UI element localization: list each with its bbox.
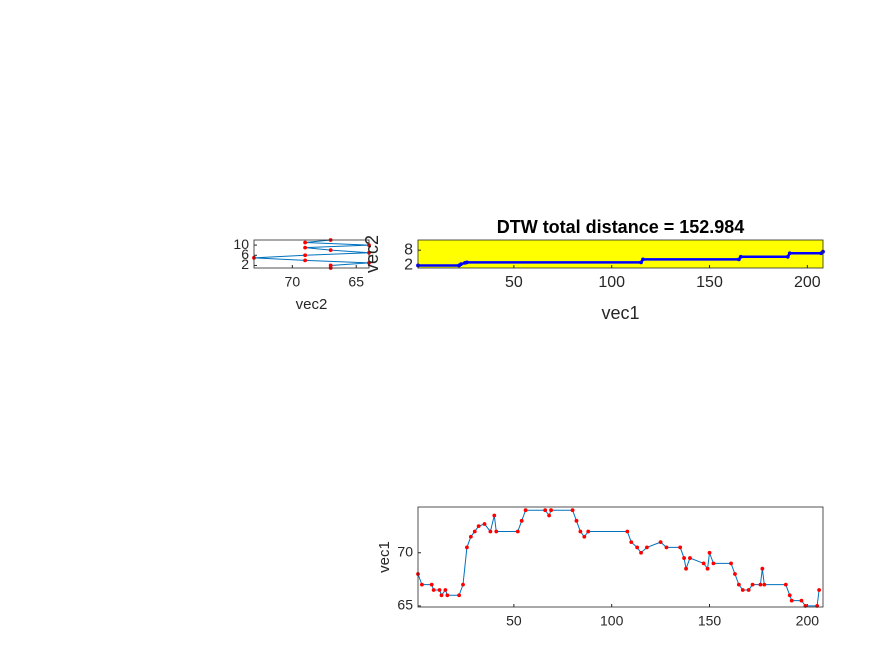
data-point xyxy=(468,534,473,539)
data-point xyxy=(639,550,643,555)
data-point xyxy=(817,588,821,592)
data-point xyxy=(437,588,442,592)
data-point xyxy=(736,582,741,587)
plot-area xyxy=(418,507,823,607)
data-point xyxy=(519,518,524,523)
data-point xyxy=(664,545,669,550)
data-point xyxy=(799,598,804,603)
x-tick-label: 200 xyxy=(794,274,821,291)
data-point xyxy=(760,566,765,571)
x-tick-label: 150 xyxy=(698,613,722,629)
y-tick-label: 10 xyxy=(233,236,249,252)
x-axis-label: vec1 xyxy=(601,303,639,323)
data-point xyxy=(459,262,463,267)
data-point xyxy=(625,529,630,534)
data-point xyxy=(494,529,499,534)
data-point xyxy=(746,588,751,592)
x-tick-label: 100 xyxy=(598,274,625,291)
data-point xyxy=(457,593,461,598)
data-point xyxy=(549,508,553,513)
data-point xyxy=(303,253,308,258)
y-axis-label: vec1 xyxy=(376,541,393,573)
data-point xyxy=(303,258,308,263)
x-tick-label: 100 xyxy=(600,613,624,629)
y-tick-label: 70 xyxy=(397,543,413,559)
data-point xyxy=(678,545,683,550)
data-point xyxy=(738,254,743,259)
data-point xyxy=(783,582,788,587)
data-point xyxy=(641,257,645,262)
x-tick-label: 200 xyxy=(796,613,820,629)
data-point xyxy=(515,529,520,534)
data-point xyxy=(787,593,792,598)
y-axis-label: vec2 xyxy=(362,235,382,273)
data-point xyxy=(429,582,434,587)
axes-box xyxy=(417,239,824,269)
data-point xyxy=(658,540,663,545)
data-point xyxy=(570,508,575,513)
data-line xyxy=(253,239,370,268)
data-point xyxy=(431,588,436,592)
data-point xyxy=(543,508,548,513)
data-point xyxy=(443,588,448,592)
data-point xyxy=(328,263,333,268)
data-point xyxy=(758,582,763,587)
data-point xyxy=(476,524,481,529)
data-point xyxy=(465,545,469,550)
data-point xyxy=(523,508,528,513)
y-tick-label: 65 xyxy=(397,597,413,613)
x-tick-label: 150 xyxy=(696,274,723,291)
x-tick-label: 65 xyxy=(348,274,364,290)
x-tick-label: 70 xyxy=(285,274,301,290)
y-tick-label: 2 xyxy=(241,256,249,272)
data-point xyxy=(645,545,649,550)
data-point xyxy=(711,561,716,566)
data-point xyxy=(586,529,591,534)
data-point xyxy=(635,545,640,550)
data-point xyxy=(439,593,444,598)
data-point xyxy=(682,556,686,560)
data-point xyxy=(574,518,579,523)
data-point xyxy=(472,529,477,534)
data-point xyxy=(762,582,767,587)
data-point xyxy=(488,529,493,534)
data-point xyxy=(740,588,745,592)
data-point xyxy=(445,593,450,598)
data-point xyxy=(688,556,692,560)
data-point xyxy=(465,260,469,265)
x-tick-label: 50 xyxy=(506,613,522,629)
y-tick-label: 8 xyxy=(404,241,413,258)
data-point xyxy=(461,582,465,587)
data-point xyxy=(707,550,712,555)
data-point xyxy=(547,513,551,518)
data-point xyxy=(492,513,497,518)
data-point xyxy=(684,566,688,571)
data-point xyxy=(303,240,308,245)
plot-area xyxy=(418,240,823,268)
data-point xyxy=(578,529,583,534)
axes-box xyxy=(417,506,824,608)
data-point xyxy=(328,248,333,253)
data-point xyxy=(639,260,643,265)
data-point xyxy=(750,582,755,587)
data-point xyxy=(705,566,710,571)
data-point xyxy=(629,540,634,545)
data-point xyxy=(303,245,308,250)
y-tick-label: 6 xyxy=(241,246,249,262)
data-point xyxy=(420,582,424,587)
axes-box xyxy=(253,239,370,269)
data-point xyxy=(789,598,794,603)
data-point xyxy=(482,522,487,526)
data-point xyxy=(729,561,733,566)
chart-title: DTW total distance = 152.984 xyxy=(497,217,745,237)
data-point xyxy=(785,254,790,259)
y-tick-label: 2 xyxy=(404,257,413,274)
x-axis-label: vec2 xyxy=(296,296,328,313)
data-point xyxy=(787,251,792,256)
data-point xyxy=(701,561,706,566)
x-tick-label: 50 xyxy=(505,274,523,291)
data-point xyxy=(582,534,587,539)
data-point xyxy=(733,572,737,576)
